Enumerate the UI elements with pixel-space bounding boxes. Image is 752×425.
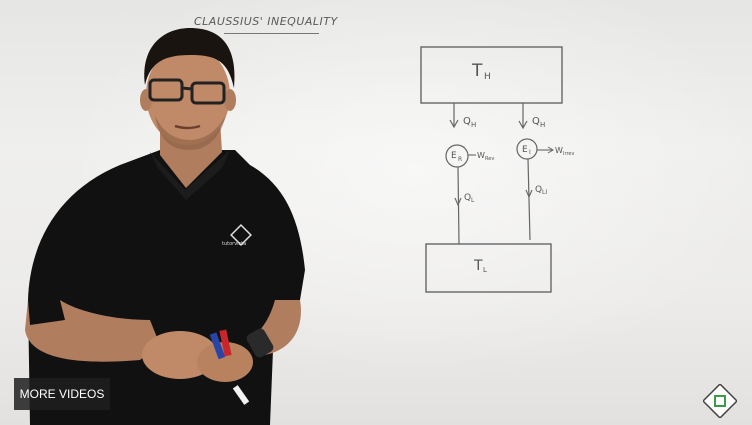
engine-i — [516, 138, 538, 160]
cold-reservoir-label: T — [473, 258, 483, 274]
right-ql-line — [527, 158, 531, 241]
svg-text:H: H — [540, 121, 545, 129]
svg-text:L: L — [483, 266, 487, 274]
svg-text:I: I — [529, 149, 531, 156]
svg-text:L: L — [471, 197, 475, 204]
svg-text:Rev: Rev — [485, 156, 494, 162]
svg-text:LI: LI — [542, 189, 547, 196]
left-ql-line — [457, 166, 460, 245]
title-underline — [224, 33, 319, 34]
right-qh-label: Q — [532, 116, 540, 127]
svg-text:Irrev: Irrev — [563, 151, 574, 157]
more-videos-button[interactable]: MORE VIDEOS — [14, 378, 110, 410]
left-ql-label: Q — [464, 193, 471, 203]
hot-reservoir-sub: H — [484, 72, 491, 82]
svg-text:E: E — [451, 151, 457, 161]
board-title: CLAUSSIUS' INEQUALITY — [194, 15, 338, 28]
svg-text:E: E — [522, 145, 528, 155]
hot-reservoir-box — [420, 46, 563, 104]
left-qh-label: Q — [463, 116, 471, 127]
shirt-logo-text: tutorvista — [222, 241, 246, 247]
svg-text:H: H — [471, 121, 476, 129]
engine-r — [445, 144, 469, 168]
w-irrev-label: W — [555, 146, 563, 155]
hot-reservoir-label: T — [471, 61, 483, 81]
right-ql-label: Q — [535, 185, 542, 195]
channel-logo-icon[interactable] — [703, 384, 737, 418]
svg-text:R: R — [458, 156, 462, 163]
w-rev-label: W — [477, 151, 485, 160]
cold-reservoir-box — [425, 243, 552, 293]
